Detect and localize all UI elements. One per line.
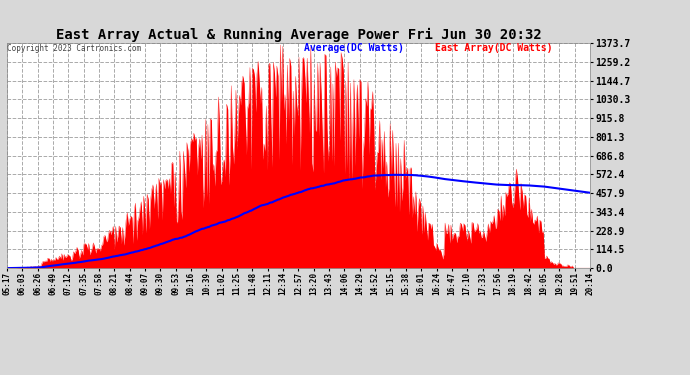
Text: East Array(DC Watts): East Array(DC Watts) xyxy=(435,43,552,52)
Text: Copyright 2023 Cartronics.com: Copyright 2023 Cartronics.com xyxy=(7,44,141,52)
Title: East Array Actual & Running Average Power Fri Jun 30 20:32: East Array Actual & Running Average Powe… xyxy=(56,28,541,42)
Text: Average(DC Watts): Average(DC Watts) xyxy=(304,43,404,52)
